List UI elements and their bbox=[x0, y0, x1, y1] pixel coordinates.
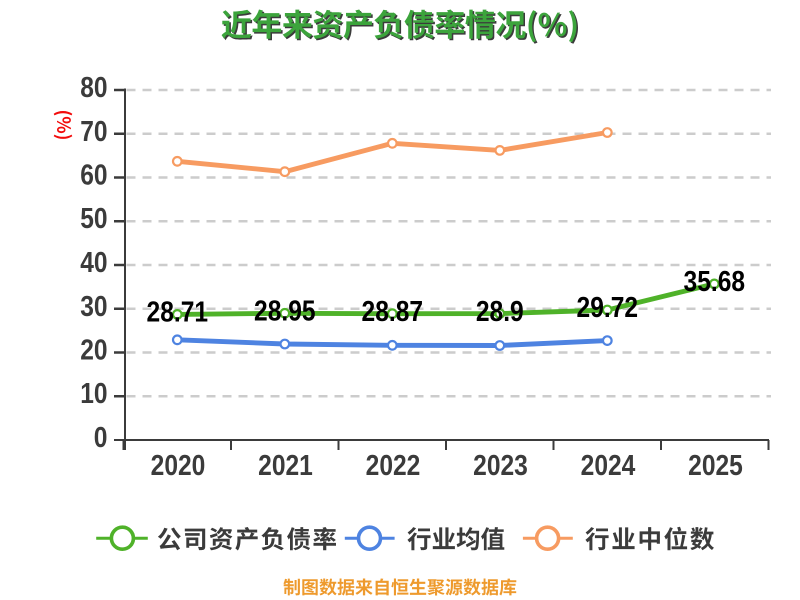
svg-text:29.72: 29.72 bbox=[577, 292, 639, 324]
svg-text:35.68: 35.68 bbox=[684, 266, 746, 298]
svg-text:28.9: 28.9 bbox=[476, 296, 524, 328]
svg-text:2025: 2025 bbox=[688, 450, 743, 482]
svg-text:60: 60 bbox=[80, 160, 107, 192]
svg-text:28.71: 28.71 bbox=[147, 297, 209, 329]
svg-text:50: 50 bbox=[80, 203, 107, 235]
svg-text:20: 20 bbox=[80, 335, 107, 367]
svg-text:2021: 2021 bbox=[258, 450, 313, 482]
svg-text:2022: 2022 bbox=[366, 450, 421, 482]
svg-text:40: 40 bbox=[80, 247, 107, 279]
svg-text:28.87: 28.87 bbox=[362, 296, 424, 328]
svg-text:80: 80 bbox=[80, 72, 107, 104]
svg-text:2024: 2024 bbox=[581, 450, 636, 482]
svg-text:28.95: 28.95 bbox=[254, 296, 316, 328]
svg-text:10: 10 bbox=[80, 378, 107, 410]
svg-text:2023: 2023 bbox=[473, 450, 528, 482]
svg-text:30: 30 bbox=[80, 291, 107, 323]
svg-text:2020: 2020 bbox=[151, 450, 206, 482]
svg-text:70: 70 bbox=[80, 116, 107, 148]
svg-text:0: 0 bbox=[94, 422, 108, 454]
